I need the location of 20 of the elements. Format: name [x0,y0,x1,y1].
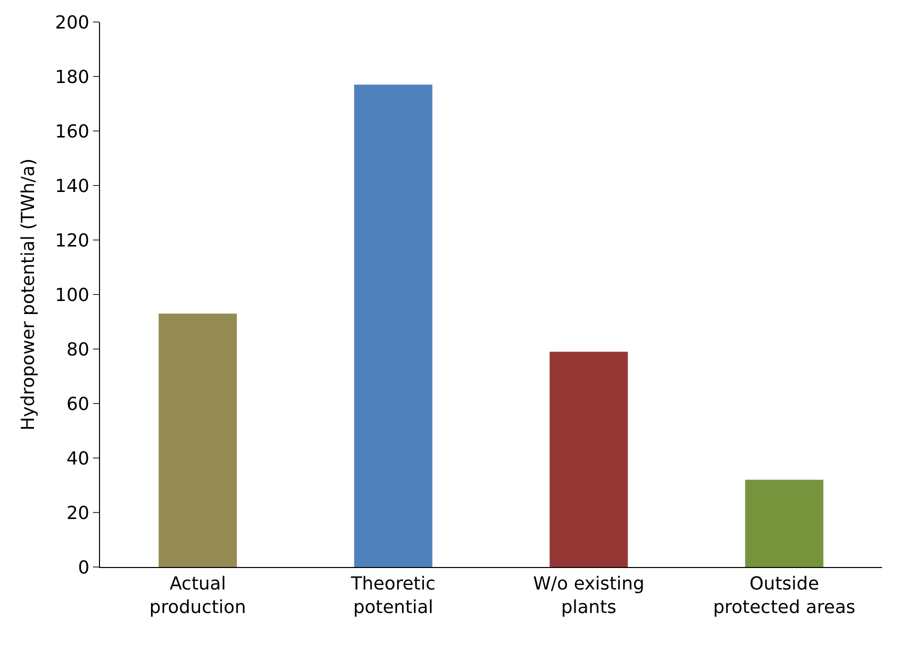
bar [158,314,237,567]
bar [550,352,628,567]
x-tick-label: W/o existing plants [533,574,644,618]
x-tick-label: Outside protected areas [713,574,856,618]
y-tick-label: 20 [66,502,90,524]
y-tick-label: 120 [55,230,90,252]
y-tick-label: 160 [55,121,90,142]
y-tick-label: 0 [78,557,90,578]
y-tick-label: 200 [55,12,90,34]
y-tick-label: 40 [66,448,90,470]
x-tick-label: Actual production [149,574,246,618]
y-axis-title: Hydropower potential (TWh/a) [18,158,40,431]
y-tick-label: 100 [55,284,90,306]
bar [354,84,432,567]
y-tick-label: 60 [66,394,90,415]
y-tick-label: 80 [66,339,90,360]
x-tick-label: Theoretic potential [350,574,436,618]
y-tick-label: 180 [55,66,90,88]
y-tick-label: 140 [55,176,90,197]
bar [745,480,824,567]
